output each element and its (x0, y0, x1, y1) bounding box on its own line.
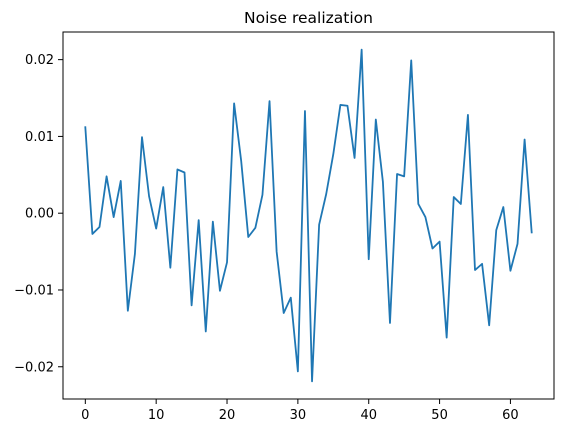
x-tick-label: 20 (219, 408, 236, 423)
y-tick-label: −0.01 (14, 283, 54, 298)
y-tick-label: 0.01 (25, 130, 54, 145)
x-tick-label: 40 (360, 408, 377, 423)
series-layer (84, 48, 533, 383)
y-tick-label: 0.02 (25, 53, 54, 68)
x-tick-label: 50 (431, 408, 448, 423)
x-tick-label: 0 (81, 408, 89, 423)
x-tick-label: 30 (290, 408, 307, 423)
axes-layer: 0 10 20 30 40 50 60 −0.02 −0.01 0.00 0.01 0.02 (14, 31, 555, 423)
y-tick-label: −0.02 (14, 360, 54, 375)
x-tick-label: 60 (502, 408, 519, 423)
x-tick-label: 10 (148, 408, 165, 423)
chart-title: Noise realization (244, 9, 373, 27)
series-line-0 (84, 48, 533, 383)
plot-frame (62, 31, 555, 400)
y-tick-label: 0.00 (25, 207, 54, 222)
